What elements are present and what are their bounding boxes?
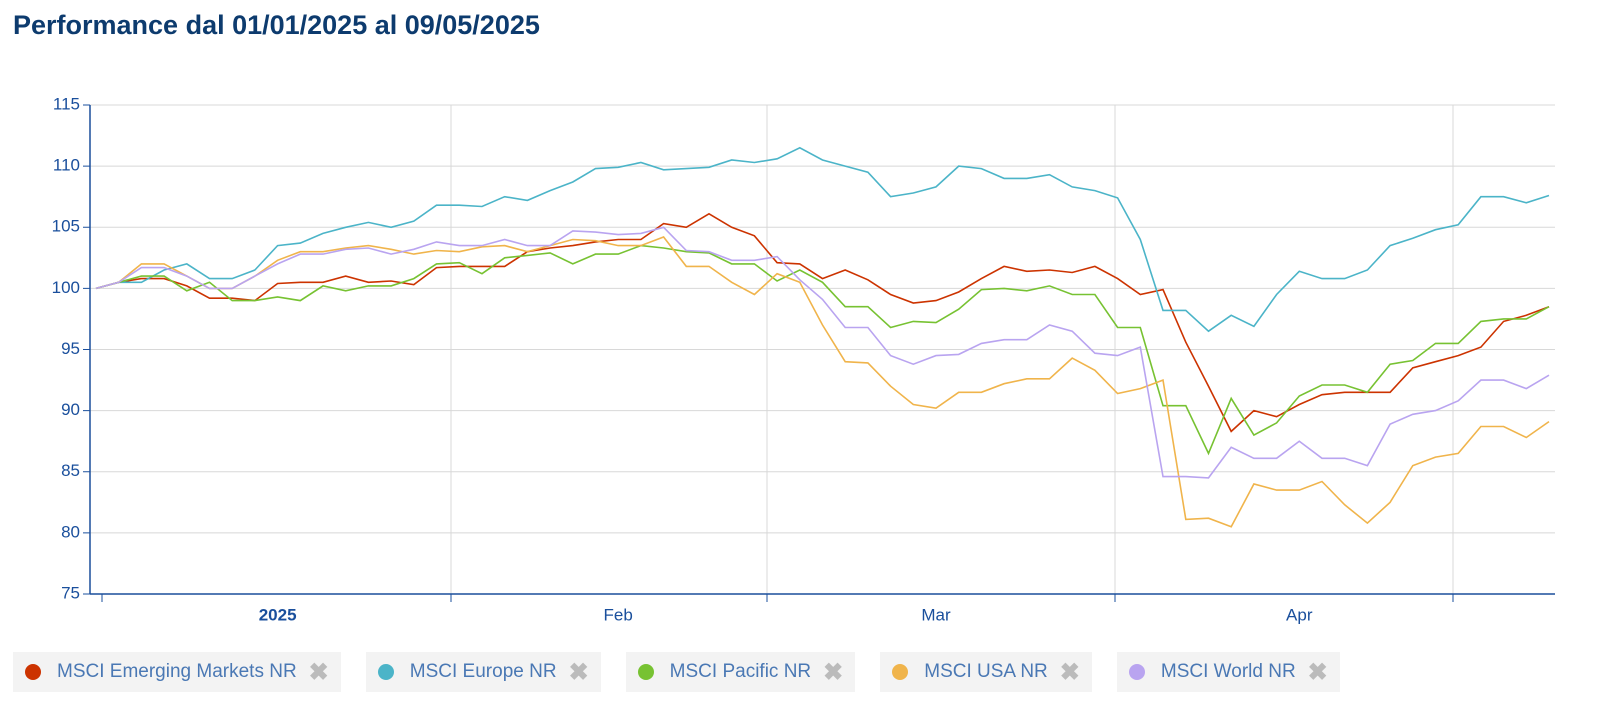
legend: MSCI Emerging Markets NR ✖ MSCI Europe NR ✖… — [13, 652, 1340, 692]
chart: 75 80 85 90 95 100 105 110 115 2025 Feb Mar Apr — [52, 94, 1555, 624]
legend-swatch — [637, 664, 654, 680]
remove-button[interactable]: ✖ — [1059, 658, 1080, 686]
y-tick-label: 100 — [52, 278, 80, 297]
legend-swatch — [377, 664, 394, 680]
x-tick-label: 2025 — [259, 605, 297, 624]
chart-title: Performance dal 01/01/2025 al 09/05/2025 — [13, 10, 540, 40]
legend-swatch — [1128, 664, 1145, 680]
legend-label: MSCI USA NR — [924, 661, 1048, 682]
x-ticks — [101, 594, 1454, 602]
series-line — [95, 226, 1550, 479]
y-tick-label: 115 — [53, 94, 80, 113]
remove-button[interactable]: ✖ — [1307, 658, 1328, 686]
legend-item[interactable]: MSCI Pacific NR ✖ — [625, 652, 856, 692]
series-line — [95, 244, 1550, 456]
remove-button[interactable]: ✖ — [823, 658, 844, 686]
y-tick-label: 90 — [61, 400, 80, 419]
y-tick-label: 85 — [61, 461, 80, 480]
remove-button[interactable]: ✖ — [568, 658, 589, 686]
y-tick-label: 75 — [61, 583, 80, 602]
legend-item[interactable]: MSCI Emerging Markets NR ✖ — [13, 652, 341, 692]
y-tick-label: 95 — [61, 339, 80, 358]
legend-label: MSCI World NR — [1160, 661, 1296, 682]
series-line — [95, 212, 1550, 433]
x-tick-label: Feb — [604, 605, 633, 624]
series-line — [95, 236, 1550, 528]
legend-item[interactable]: MSCI Europe NR ✖ — [365, 652, 601, 692]
legend-item[interactable]: MSCI World NR ✖ — [1116, 652, 1340, 692]
legend-label: MSCI Pacific NR — [669, 661, 812, 682]
legend-item[interactable]: MSCI USA NR ✖ — [880, 652, 1092, 692]
y-tick-label: 80 — [61, 522, 80, 541]
series-line — [95, 146, 1550, 333]
legend-swatch — [25, 664, 41, 680]
remove-button[interactable]: ✖ — [308, 658, 329, 686]
legend-label: MSCI Europe NR — [409, 661, 557, 682]
x-tick-label: Mar — [921, 605, 951, 624]
legend-label: MSCI Emerging Markets NR — [57, 661, 297, 682]
y-tick-label: 105 — [52, 217, 80, 236]
x-tick-label: Apr — [1286, 605, 1313, 624]
y-tick-label: 110 — [53, 156, 80, 175]
legend-swatch — [892, 664, 909, 680]
